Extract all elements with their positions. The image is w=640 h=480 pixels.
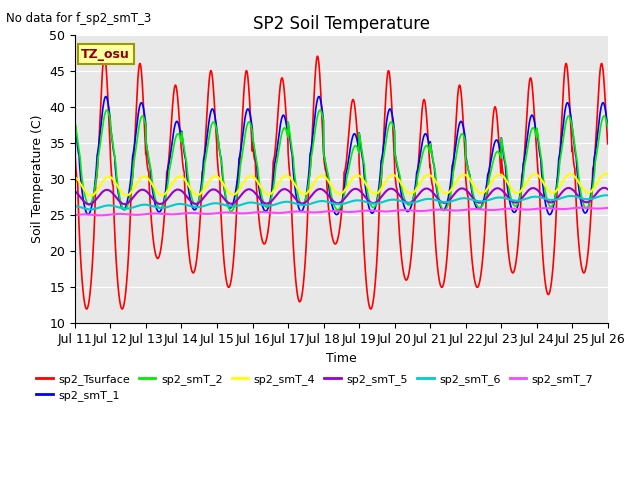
- sp2_smT_2: [71, 119, 79, 124]
- Line: sp2_smT_1: sp2_smT_1: [75, 96, 607, 215]
- sp2_smT_7: [496, 206, 504, 212]
- sp2_smT_6: [604, 192, 611, 198]
- sp2_smT_4: [220, 182, 228, 188]
- sp2_smT_2: [369, 204, 376, 210]
- X-axis label: Time: Time: [326, 352, 356, 365]
- sp2_smT_4: [604, 171, 611, 177]
- sp2_Tsurface: [497, 162, 504, 168]
- sp2_smT_7: [572, 205, 579, 211]
- sp2_smT_7: [604, 205, 611, 211]
- sp2_smT_7: [557, 206, 564, 212]
- sp2_smT_4: [369, 190, 376, 196]
- sp2_smT_1: [71, 119, 79, 125]
- sp2_smT_1: [315, 94, 323, 99]
- Line: sp2_smT_6: sp2_smT_6: [75, 195, 607, 209]
- Y-axis label: Soil Temperature (C): Soil Temperature (C): [31, 115, 44, 243]
- sp2_smT_4: [71, 174, 79, 180]
- sp2_smT_7: [71, 212, 79, 218]
- Line: sp2_smT_7: sp2_smT_7: [75, 208, 607, 216]
- sp2_Tsurface: [572, 193, 580, 199]
- sp2_smT_7: [97, 213, 105, 218]
- sp2_smT_1: [572, 153, 580, 159]
- sp2_smT_2: [572, 150, 580, 156]
- sp2_Tsurface: [314, 53, 321, 59]
- sp2_smT_5: [604, 186, 611, 192]
- sp2_smT_5: [71, 188, 79, 194]
- sp2_smT_2: [357, 141, 365, 147]
- sp2_smT_2: [227, 208, 235, 214]
- sp2_smT_5: [557, 191, 564, 197]
- sp2_Tsurface: [367, 306, 374, 312]
- sp2_smT_7: [369, 208, 376, 214]
- Line: sp2_smT_4: sp2_smT_4: [75, 174, 607, 196]
- sp2_smT_5: [220, 195, 228, 201]
- sp2_smT_1: [357, 143, 365, 148]
- sp2_smT_6: [220, 202, 228, 208]
- sp2_Tsurface: [369, 302, 376, 308]
- sp2_smT_4: [357, 174, 365, 180]
- sp2_Tsurface: [604, 141, 611, 147]
- sp2_smT_6: [602, 192, 610, 198]
- sp2_smT_5: [496, 186, 504, 192]
- sp2_smT_6: [357, 198, 365, 204]
- sp2_smT_6: [557, 195, 564, 201]
- sp2_smT_1: [546, 212, 554, 217]
- sp2_smT_2: [604, 124, 611, 130]
- sp2_smT_5: [369, 200, 376, 206]
- sp2_smT_5: [572, 190, 579, 195]
- sp2_smT_4: [602, 171, 610, 177]
- Line: sp2_smT_2: sp2_smT_2: [75, 110, 607, 211]
- sp2_smT_5: [600, 185, 608, 191]
- sp2_smT_1: [604, 124, 611, 130]
- Line: sp2_Tsurface: sp2_Tsurface: [75, 56, 607, 309]
- sp2_smT_1: [557, 141, 565, 147]
- sp2_smT_4: [557, 182, 564, 188]
- sp2_Tsurface: [357, 181, 365, 187]
- sp2_smT_6: [369, 201, 376, 206]
- Title: SP2 Soil Temperature: SP2 Soil Temperature: [253, 15, 430, 33]
- sp2_smT_5: [357, 189, 365, 194]
- sp2_smT_2: [557, 152, 565, 157]
- sp2_smT_6: [496, 194, 504, 200]
- sp2_smT_6: [86, 206, 94, 212]
- sp2_Tsurface: [71, 150, 79, 156]
- sp2_smT_2: [220, 179, 227, 184]
- sp2_smT_7: [578, 205, 586, 211]
- Line: sp2_smT_5: sp2_smT_5: [75, 188, 607, 204]
- sp2_smT_4: [572, 175, 579, 180]
- sp2_smT_2: [497, 153, 504, 158]
- sp2_smT_4: [496, 172, 504, 178]
- sp2_smT_4: [87, 193, 95, 199]
- sp2_smT_5: [85, 202, 93, 207]
- sp2_smT_6: [572, 194, 579, 200]
- sp2_smT_6: [71, 204, 79, 209]
- sp2_smT_1: [496, 147, 504, 153]
- sp2_smT_2: [316, 107, 324, 113]
- sp2_Tsurface: [557, 132, 565, 137]
- sp2_Tsurface: [220, 252, 227, 258]
- Text: No data for f_sp2_smT_3: No data for f_sp2_smT_3: [6, 12, 152, 25]
- sp2_smT_7: [220, 210, 228, 216]
- sp2_smT_7: [357, 208, 365, 214]
- Text: TZ_osu: TZ_osu: [81, 48, 130, 60]
- sp2_smT_1: [369, 210, 376, 216]
- Legend: sp2_Tsurface, sp2_smT_1, sp2_smT_2, sp2_smT_4, sp2_smT_5, sp2_smT_6, sp2_smT_7: sp2_Tsurface, sp2_smT_1, sp2_smT_2, sp2_…: [31, 370, 598, 406]
- sp2_smT_1: [220, 181, 227, 187]
